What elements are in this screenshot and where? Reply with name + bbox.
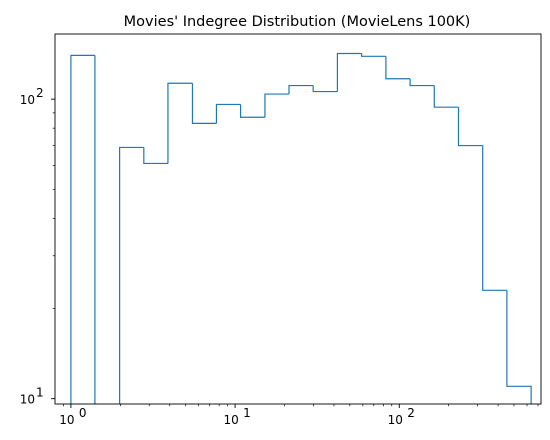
plot-area	[70, 52, 532, 404]
histogram-bin-6	[215, 103, 241, 124]
histogram-bin-18	[506, 290, 532, 404]
histogram-bin-17	[482, 145, 507, 291]
histogram-bin-7	[239, 104, 265, 118]
histogram-bin-4	[167, 82, 193, 164]
histogram-bin-0	[70, 54, 95, 404]
histogram-bin-2	[119, 146, 144, 404]
histogram-bin-10	[312, 85, 338, 93]
histogram-bin-8	[264, 93, 289, 118]
y-tick-label: 10	[20, 93, 35, 107]
histogram-bin-3	[143, 147, 168, 165]
x-tick-label-exponent: 2	[407, 406, 415, 420]
x-tick-label: 10	[388, 413, 403, 427]
histogram-bin-9	[288, 84, 314, 95]
x-tick-label: 10	[59, 413, 74, 427]
histogram-bin-14	[409, 78, 435, 87]
axes: 10 0 10 1 10 210 110 2	[20, 33, 542, 427]
histogram-bin-12	[361, 53, 386, 57]
histogram-bin-15	[433, 85, 459, 108]
x-tick-label: 10	[223, 413, 238, 427]
y-tick-label-exponent: 1	[36, 386, 44, 400]
x-tick-label-exponent: 1	[243, 406, 251, 420]
axes-frame	[54, 33, 542, 405]
histogram-bin-16	[457, 107, 483, 147]
histogram-bin-1	[94, 55, 96, 404]
histogram-bin-11	[336, 52, 362, 92]
y-tick-label-exponent: 2	[36, 86, 44, 100]
histogram-bin-5	[191, 83, 217, 124]
x-tick-label-exponent: 0	[79, 406, 87, 420]
chart-title: Movies' Indegree Distribution (MovieLens…	[124, 14, 471, 30]
histogram-bin-13	[385, 56, 411, 80]
y-tick-label: 10	[20, 393, 35, 407]
